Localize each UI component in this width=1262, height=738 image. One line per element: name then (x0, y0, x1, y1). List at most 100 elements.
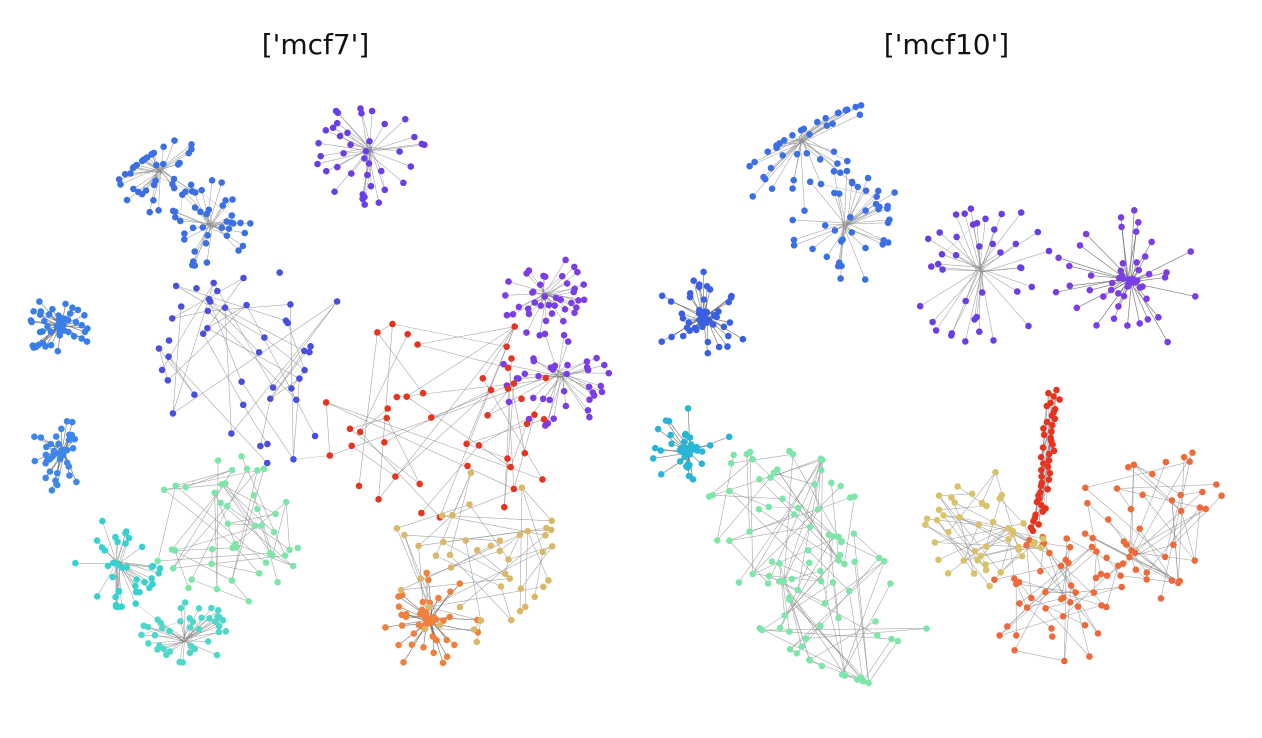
graph-node (924, 235, 932, 243)
graph-node (548, 543, 556, 550)
graph-edge (116, 541, 118, 563)
graph-edge (396, 528, 430, 608)
graph-node (531, 299, 539, 306)
graph-edge (814, 458, 822, 485)
graph-node (1066, 282, 1074, 290)
graph-node (112, 593, 119, 601)
graph-node (423, 569, 431, 577)
graph-node (1120, 275, 1127, 282)
graph-node (281, 552, 289, 559)
graph-edge (168, 356, 268, 464)
graph-edge (429, 583, 461, 619)
graph-node (991, 576, 998, 583)
graph-node (1040, 431, 1048, 439)
graph-node (793, 150, 801, 158)
graph-node (751, 158, 758, 166)
graph-node (715, 343, 723, 351)
graph-node (213, 585, 221, 593)
graph-node (945, 528, 952, 536)
graph-node (1046, 469, 1054, 477)
graph-edge (995, 472, 1019, 550)
graph-node (505, 556, 512, 563)
graph-node (393, 525, 401, 532)
graph-node (1087, 272, 1095, 279)
graph-node (847, 213, 854, 221)
graph-node (837, 275, 844, 282)
graph-node (801, 207, 808, 214)
graph-edge (956, 236, 979, 273)
graph-node (571, 285, 578, 293)
graph-edge (545, 283, 568, 295)
graph-node (597, 382, 605, 390)
graph-node (835, 614, 842, 622)
graph-node (407, 163, 415, 170)
graph-edge (386, 417, 420, 485)
graph-node (1125, 463, 1132, 471)
graph-edge (981, 250, 1050, 273)
graph-node (58, 448, 65, 456)
graph-edge (549, 375, 560, 400)
graph-node (1110, 315, 1118, 323)
graph-node (222, 197, 229, 204)
graph-node (361, 155, 368, 162)
graph-edge (396, 383, 514, 398)
graph-node (838, 538, 846, 545)
graph-node (1097, 570, 1105, 578)
graph-node (1055, 254, 1062, 262)
graph-node (545, 577, 552, 584)
graph-node (879, 241, 886, 248)
graph-edge (801, 141, 838, 164)
graph-node (261, 334, 268, 341)
graph-node (497, 583, 505, 590)
graph-node (755, 506, 763, 513)
graph-node (155, 570, 162, 577)
graph-node (423, 609, 430, 616)
graph-node (1018, 552, 1026, 560)
graph-node (1117, 267, 1125, 275)
graph-node (806, 523, 814, 531)
graph-node (222, 628, 230, 635)
graph-node (245, 598, 253, 605)
graph-node (1118, 223, 1125, 231)
graph-node (172, 282, 180, 290)
graph-edge (117, 533, 126, 562)
graph-node (571, 263, 578, 271)
graph-node (1035, 521, 1042, 528)
graph-node (473, 638, 481, 646)
graph-node (336, 132, 344, 140)
graph-node (177, 217, 184, 225)
graph-node (586, 396, 593, 404)
graph-edge (954, 502, 994, 523)
graph-edge (372, 118, 406, 150)
graph-node (1043, 418, 1051, 426)
graph-edge (527, 531, 549, 581)
edge-layer (653, 105, 1222, 684)
graph-node (536, 332, 543, 339)
graph-node (875, 187, 882, 195)
graph-node (881, 557, 888, 565)
graph-edge (814, 484, 819, 510)
graph-node (834, 160, 841, 167)
graph-edge (157, 485, 177, 562)
graph-edge (503, 363, 564, 377)
graph-node (418, 140, 426, 148)
graph-node (563, 370, 570, 378)
graph-edge (325, 402, 331, 456)
graph-edge (159, 152, 189, 171)
graph-edge (841, 561, 885, 675)
graph-edge (544, 266, 575, 296)
graph-node (960, 557, 968, 564)
graph-node (47, 341, 55, 349)
graph-node (1090, 589, 1098, 596)
graph-edge (61, 421, 68, 451)
graph-edge (846, 222, 888, 225)
graph-node (814, 118, 821, 126)
graph-node (651, 444, 659, 452)
graph-node (851, 558, 858, 565)
graph-edge (172, 306, 182, 414)
graph-edge (752, 458, 822, 575)
graph-node (366, 138, 373, 145)
graph-node (886, 216, 893, 223)
graph-node (355, 482, 363, 490)
graph-node (686, 327, 693, 335)
